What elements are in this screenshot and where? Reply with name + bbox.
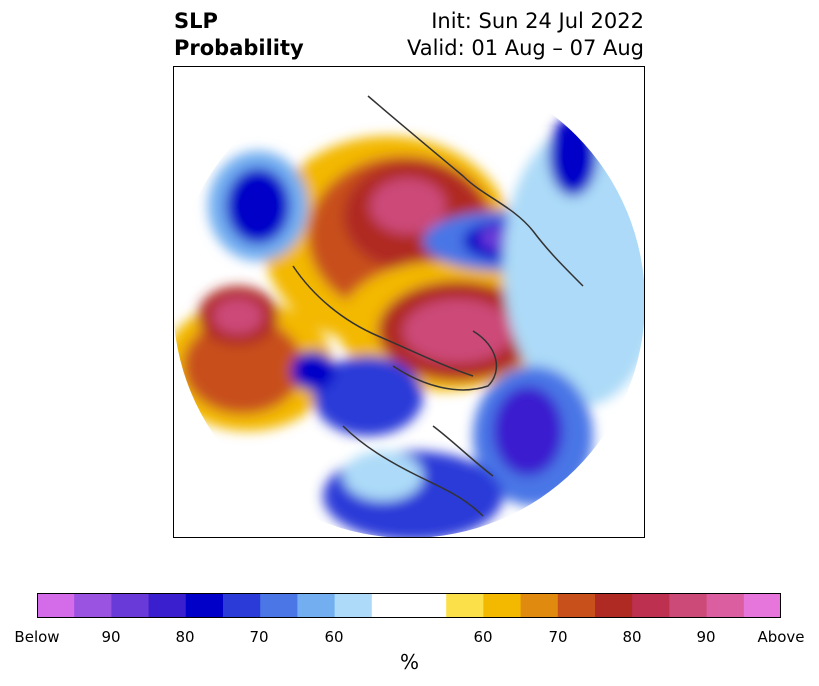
cbar-tick-60-below: 60	[324, 628, 344, 646]
coastlines	[292, 95, 584, 517]
colorbar-swatch	[148, 593, 187, 618]
colorbar-swatch	[297, 593, 336, 618]
colorbar-swatch	[483, 593, 522, 618]
colorbar-swatches	[37, 593, 782, 618]
cbar-tick-90-above: 90	[696, 628, 716, 646]
map-title-right: Init: Sun 24 Jul 2022 Valid: 01 Aug – 07…	[407, 8, 644, 62]
title-quantity: Probability	[174, 36, 304, 60]
colorbar-swatch	[185, 593, 224, 618]
map-border	[173, 66, 645, 538]
cbar-tick-70-below: 70	[249, 628, 269, 646]
colorbar-swatch	[260, 593, 298, 618]
colorbar-swatch	[74, 593, 112, 618]
colorbar-swatch	[743, 593, 782, 618]
colorbar-swatch	[111, 593, 150, 618]
cbar-tick-90-below: 90	[101, 628, 121, 646]
cbar-tick-80-above: 80	[622, 628, 642, 646]
cbar-tick-70-above: 70	[548, 628, 568, 646]
colorbar-swatch	[520, 593, 559, 618]
map-title-left: SLP Probability	[174, 8, 304, 62]
cbar-tick-60-above: 60	[473, 628, 493, 646]
polar-map	[173, 66, 645, 538]
cbar-tick-above: Above	[757, 628, 805, 646]
colorbar-swatch	[669, 593, 708, 618]
colorbar-swatch	[371, 593, 410, 618]
colorbar-unit: %	[399, 650, 419, 674]
init-date: Init: Sun 24 Jul 2022	[431, 9, 644, 33]
cbar-tick-below: Below	[14, 628, 60, 646]
colorbar-swatch	[37, 593, 75, 618]
colorbar-swatch	[632, 593, 670, 618]
colorbar-swatch	[409, 593, 447, 618]
colorbar-tick-labels: Below 90 80 70 60 60 70 80 90 Above	[0, 628, 819, 648]
probability-field	[173, 66, 645, 538]
colorbar-swatch	[223, 593, 261, 618]
colorbar-swatch	[706, 593, 745, 618]
colorbar-swatch	[557, 593, 596, 618]
colorbar-swatch	[334, 593, 373, 618]
colorbar	[37, 593, 782, 618]
cbar-tick-80-below: 80	[175, 628, 195, 646]
colorbar-border	[37, 593, 781, 618]
valid-range: Valid: 01 Aug – 07 Aug	[406, 36, 644, 60]
title-variable: SLP	[174, 9, 218, 33]
colorbar-swatch	[595, 593, 633, 618]
map-panel	[173, 66, 645, 538]
colorbar-swatch	[446, 593, 484, 618]
